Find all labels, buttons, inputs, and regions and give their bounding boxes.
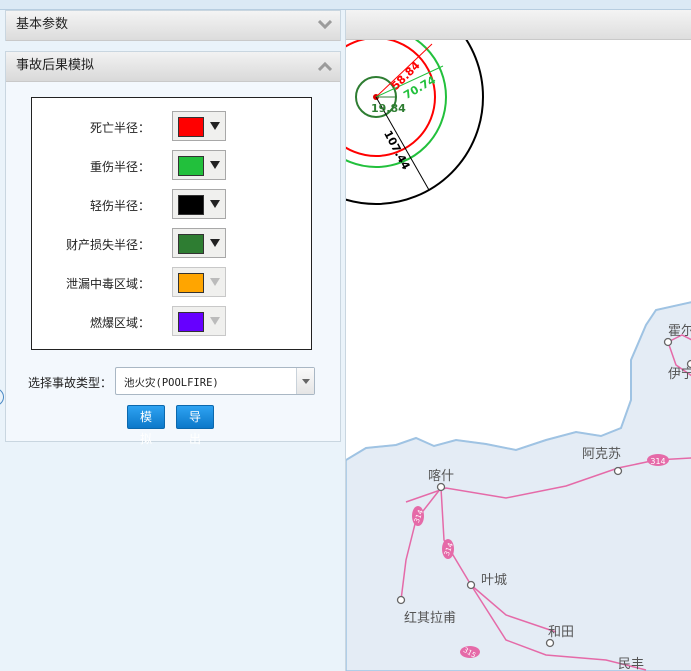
dropdown-arrow-icon: [210, 161, 220, 169]
map-header: [346, 10, 691, 40]
place-label: 红其拉甫: [404, 610, 456, 626]
accident-sim-header[interactable]: 事故后果模拟: [6, 52, 340, 82]
legend-row: 燃爆区域：: [32, 306, 313, 336]
dropdown-arrow-icon: [210, 278, 220, 286]
legend-row: 轻伤半径：: [32, 189, 313, 219]
color-swatch: [178, 273, 204, 293]
accident-type-value: 池火灾(POOLFIRE): [124, 377, 219, 389]
accident-sim-panel: 事故后果模拟 死亡半径： 重伤半径： 轻伤半径： 财产损失半径：: [5, 51, 341, 446]
legend-row: 死亡半径：: [32, 111, 313, 141]
export-button[interactable]: 导出: [176, 405, 214, 446]
color-picker[interactable]: [172, 267, 226, 297]
color-swatch: [178, 234, 204, 254]
place-label: 民丰: [618, 657, 644, 671]
legend-label: 轻伤半径：: [89, 199, 150, 213]
place-label: 喀什: [428, 468, 454, 484]
place-label: 叶城: [481, 573, 507, 588]
legend-label: 泄漏中毒区域：: [65, 277, 150, 291]
splitter-handle[interactable]: [0, 388, 4, 406]
color-swatch: [178, 312, 204, 332]
legend-label: 重伤半径：: [89, 160, 150, 174]
accident-sim-title: 事故后果模拟: [16, 58, 95, 73]
death-circle: [346, 40, 436, 157]
color-picker[interactable]: [172, 189, 226, 219]
legend-row: 财产损失半径：: [32, 228, 313, 258]
legend-label: 燃爆区域：: [89, 316, 150, 330]
legend-row: 重伤半径：: [32, 150, 313, 180]
color-swatch: [178, 195, 204, 215]
place-label: 和田: [548, 625, 574, 640]
serious-injury-circle: [346, 40, 447, 168]
chevron-down-icon[interactable]: [318, 20, 332, 30]
legend-label: 死亡半径：: [89, 121, 150, 135]
legend-row: 泄漏中毒区域：: [32, 267, 313, 297]
basic-params-panel: 基本参数: [5, 10, 341, 41]
dropdown-arrow-icon: [210, 122, 220, 130]
select-arrow-button[interactable]: [296, 368, 314, 394]
place-label: 伊宁: [668, 366, 691, 382]
chevron-up-icon[interactable]: [318, 61, 332, 71]
accident-type-row: 选择事故类型： 池火灾(POOLFIRE): [26, 367, 326, 395]
dropdown-arrow-icon: [210, 239, 220, 247]
color-swatch: [178, 117, 204, 137]
radius-label: 19.84: [371, 102, 406, 115]
dropdown-arrow-icon: [210, 200, 220, 208]
legend-label: 财产损失半径：: [65, 238, 150, 252]
place-labels: 霍尔 伊宁 阿克苏 喀什 叶城 红其拉甫 和田 民丰: [404, 324, 691, 671]
border-line: [346, 301, 691, 461]
land-area: [346, 301, 691, 671]
road-shield-label: 314: [650, 457, 665, 466]
simulate-button[interactable]: 模拟: [127, 405, 165, 446]
accident-type-select[interactable]: 池火灾(POOLFIRE): [115, 367, 315, 395]
color-picker[interactable]: [172, 150, 226, 180]
basic-params-title: 基本参数: [16, 17, 69, 32]
place-label: 霍尔: [668, 324, 691, 339]
color-picker[interactable]: [172, 111, 226, 141]
chevron-down-icon: [302, 379, 310, 384]
color-swatch: [178, 156, 204, 176]
light-injury-circle: [346, 40, 484, 205]
road-shields: 314 314 314 315: [412, 454, 669, 660]
top-strip: [0, 0, 691, 10]
basic-params-header[interactable]: 基本参数: [6, 11, 340, 41]
map-canvas[interactable]: 314 314 314 315 霍尔 伊宁 阿克苏 喀什 叶城 红其拉甫 和田: [346, 40, 691, 671]
left-sidebar: 基本参数 事故后果模拟 死亡半径： 重伤半径： 轻伤半径：: [0, 10, 345, 671]
map-panel: 314 314 314 315 霍尔 伊宁 阿克苏 喀什 叶城 红其拉甫 和田: [345, 10, 691, 671]
place-label: 阿克苏: [582, 446, 621, 462]
color-picker[interactable]: [172, 306, 226, 336]
accident-type-label: 选择事故类型：: [28, 376, 113, 390]
color-picker[interactable]: [172, 228, 226, 258]
city-markers: [396, 337, 691, 648]
color-legend-box: 死亡半径： 重伤半径： 轻伤半径： 财产损失半径： 泄漏中毒区域： 燃爆区域：: [31, 97, 312, 350]
dropdown-arrow-icon: [210, 317, 220, 325]
